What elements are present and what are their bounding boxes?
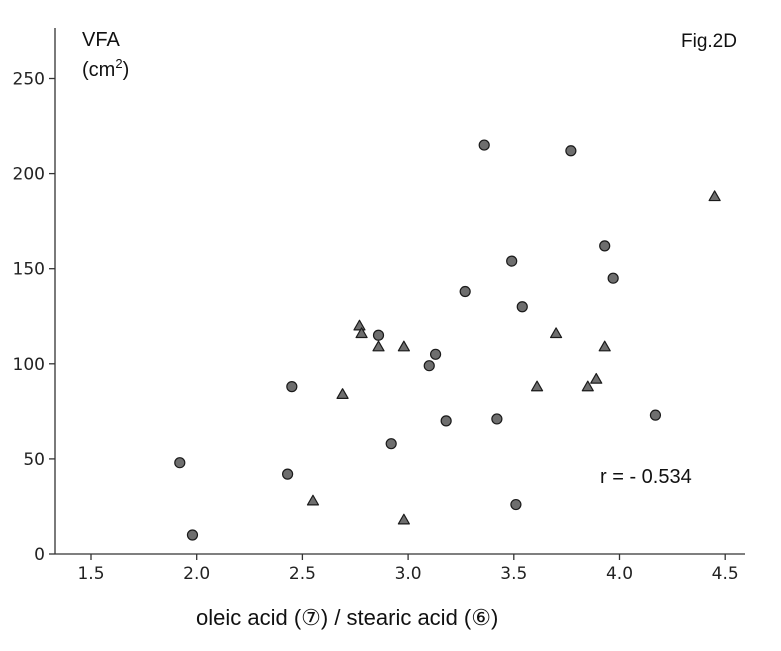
- y-tick-label: 250: [13, 70, 45, 90]
- data-point-triangle: [581, 380, 594, 392]
- data-point-circle: [440, 415, 452, 427]
- data-point-triangle: [372, 340, 385, 352]
- data-point-triangle: [590, 372, 603, 384]
- correlation-annotation: r = - 0.534: [600, 466, 692, 488]
- data-point-triangle: [306, 494, 320, 506]
- y-axis-unit: (cm2): [82, 56, 129, 81]
- y-axis-label: VFA: [82, 29, 120, 51]
- y-axis-unit-close: ): [123, 59, 130, 81]
- data-point-circle: [423, 360, 435, 372]
- data-point-triangle: [530, 380, 544, 392]
- data-point-circle: [565, 145, 577, 157]
- x-tick-label: 4.5: [712, 564, 739, 584]
- data-point-circle: [516, 301, 528, 313]
- x-tick-label: 4.0: [606, 564, 633, 584]
- data-point-triangle: [598, 340, 611, 352]
- data-point-triangle: [353, 319, 366, 331]
- data-point-triangle: [336, 388, 349, 399]
- data-point-circle: [478, 139, 490, 151]
- axes: [54, 28, 745, 555]
- data-point-circle: [607, 272, 619, 284]
- x-tick-label: 1.5: [77, 564, 104, 584]
- data-point-circle: [491, 413, 503, 425]
- data-point-circle: [599, 240, 611, 252]
- y-tick-label: 100: [13, 355, 45, 375]
- data-point-circle: [510, 498, 522, 511]
- data-point-circle: [372, 329, 385, 341]
- y-tick-label: 0: [34, 545, 45, 565]
- data-point-circle: [282, 468, 294, 480]
- data-point-circle: [429, 348, 442, 360]
- x-tick-label: 2.0: [183, 564, 210, 584]
- x-tick-label: 2.5: [289, 564, 316, 584]
- data-point-circle: [385, 438, 397, 450]
- y-tick-label: 200: [13, 165, 45, 185]
- data-point-circle: [459, 285, 471, 298]
- y-ticks: 0 50 100 150 200 250: [13, 70, 55, 565]
- x-tick-label: 3.5: [500, 564, 527, 584]
- data-point-circle: [506, 255, 518, 267]
- data-point-triangle: [397, 513, 410, 525]
- y-tick-label: 150: [13, 260, 45, 280]
- data-point-circle: [649, 409, 662, 421]
- x-tick-label: 3.0: [395, 564, 422, 584]
- y-axis-unit-text: (cm: [82, 59, 115, 81]
- data-points: [174, 139, 721, 541]
- y-axis-unit-superscript: 2: [115, 56, 122, 71]
- data-point-triangle: [549, 327, 563, 339]
- data-point-circle: [174, 457, 186, 469]
- data-point-triangle: [708, 190, 721, 202]
- data-point-circle: [186, 529, 199, 541]
- data-point-triangle: [397, 340, 410, 352]
- x-ticks: 1.5 2.0 2.5 3.0 3.5 4.0 4.5: [77, 554, 739, 584]
- data-point-circle: [286, 381, 298, 393]
- data-point-triangle: [355, 327, 368, 339]
- x-axis-title: oleic acid (⑦) / stearic acid (⑥): [196, 605, 498, 630]
- figure-label: Fig.2D: [681, 31, 737, 52]
- y-tick-label: 50: [23, 450, 45, 470]
